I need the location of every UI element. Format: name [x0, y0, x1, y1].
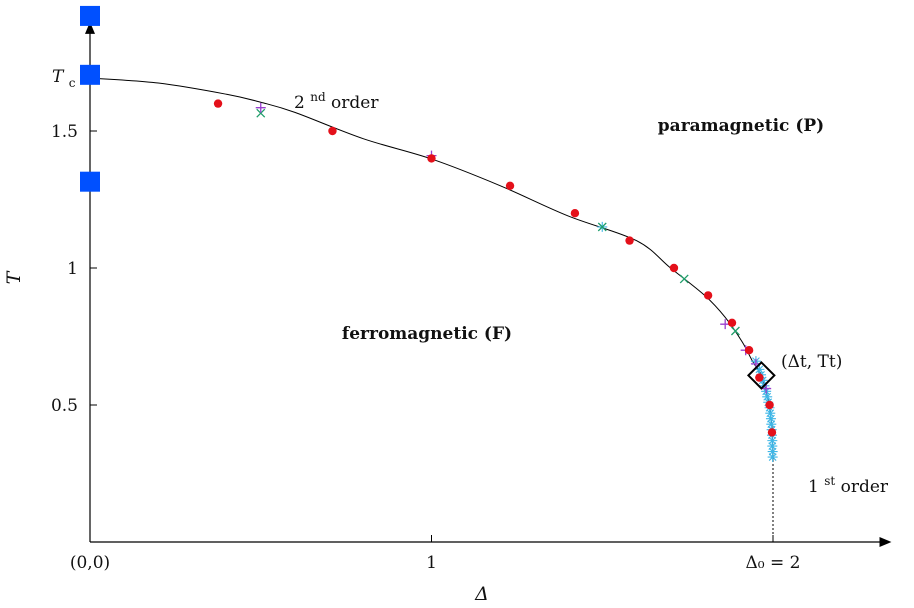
data-point-circle — [505, 181, 515, 190]
data-point-circle — [570, 209, 580, 218]
ordinal-suffix: nd — [310, 90, 326, 104]
y-tick-label: 0.5 — [51, 396, 78, 416]
tc-label-text: T — [52, 67, 65, 87]
data-point-circle — [213, 99, 223, 108]
data-point-plus — [761, 383, 772, 394]
data-point-x — [597, 222, 607, 232]
tc-label: T c — [52, 67, 76, 90]
tricritical-point-label: (Δt, Tt) — [781, 352, 842, 372]
data-point-asterisk — [757, 375, 768, 386]
y-tick-label: 1 — [67, 259, 78, 279]
y-tick-label: 1.5 — [51, 122, 78, 142]
data-point-circle — [744, 346, 754, 355]
data-point-circle — [703, 291, 713, 300]
data-point-asterisk — [767, 441, 778, 452]
data-point-square — [80, 171, 100, 192]
order-word: order — [326, 93, 380, 113]
data-point-asterisk — [754, 364, 765, 375]
paramagnetic-region-label: paramagnetic (P) — [658, 116, 824, 136]
data-point-square — [80, 64, 100, 85]
data-point-circle — [755, 373, 764, 382]
data-point-asterisk — [765, 413, 776, 424]
order-word: order — [835, 477, 889, 497]
data-point-square — [80, 5, 100, 26]
data-point-asterisk — [766, 419, 777, 430]
data-point-asterisk — [767, 446, 778, 457]
data-point-circle — [727, 318, 737, 327]
x-tick-label: 1 — [426, 553, 437, 573]
ferromagnetic-region-label: ferromagnetic (F) — [342, 324, 512, 344]
second-order-label-text: 2 — [294, 93, 305, 113]
data-point-x — [730, 326, 740, 336]
data-point-x — [679, 274, 689, 284]
x-tick-label: (0,0) — [70, 553, 110, 573]
data-point-plus — [255, 102, 266, 113]
tc-label-subscript: c — [69, 76, 76, 90]
x-tick-label: Δ₀ = 2 — [746, 553, 801, 573]
data-point-circle — [427, 154, 436, 163]
data-point-asterisk — [767, 452, 778, 463]
data-point-asterisk — [767, 435, 778, 446]
first-order-label: 1 st order — [808, 474, 889, 497]
data-point-x — [256, 108, 266, 118]
data-point-circle — [625, 236, 634, 245]
data-point-circle — [767, 428, 777, 437]
data-point-circle — [669, 263, 679, 273]
second-order-label: 2 nd order — [294, 90, 379, 113]
data-point-asterisk — [762, 391, 773, 402]
x-axis-label: Δ — [474, 583, 489, 605]
data-point-circle — [328, 126, 337, 136]
data-point-asterisk — [765, 408, 776, 419]
ordinal-suffix: st — [824, 474, 835, 488]
data-point-circle — [765, 400, 774, 410]
tricritical-point-marker — [746, 360, 776, 390]
first-order-label-text: 1 — [808, 477, 819, 497]
y-axis-label: T — [3, 270, 25, 284]
